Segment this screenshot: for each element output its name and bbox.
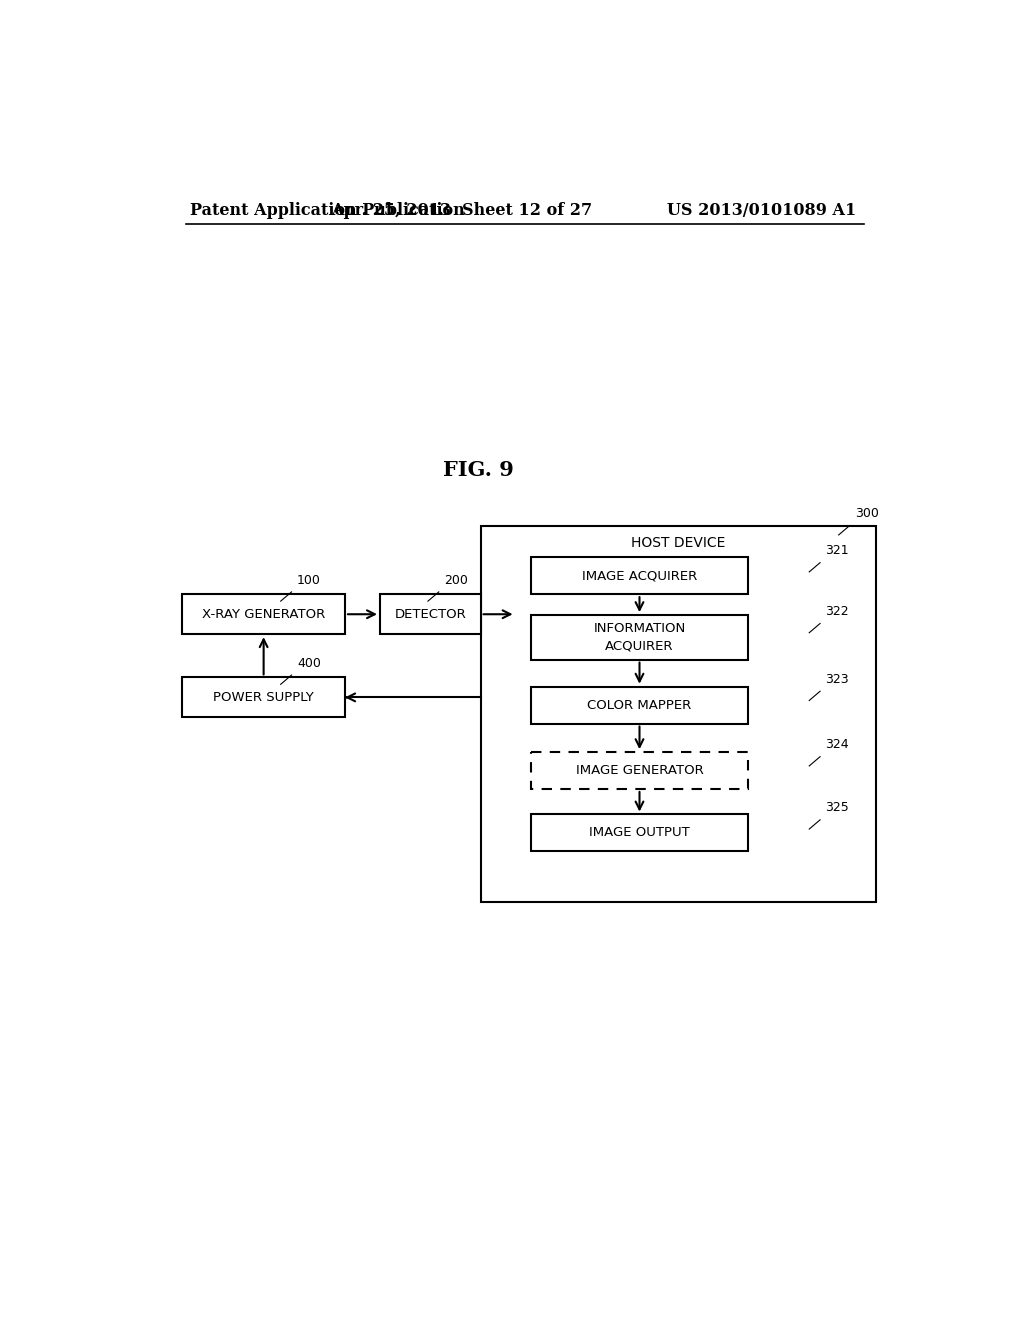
Text: DETECTOR: DETECTOR bbox=[394, 607, 466, 620]
Text: 300: 300 bbox=[855, 507, 879, 520]
Bar bbox=[531, 615, 748, 660]
Text: IMAGE GENERATOR: IMAGE GENERATOR bbox=[575, 764, 703, 777]
Text: IMAGE OUTPUT: IMAGE OUTPUT bbox=[589, 826, 690, 840]
Bar bbox=[531, 686, 748, 723]
Text: POWER SUPPLY: POWER SUPPLY bbox=[213, 690, 314, 704]
Bar bbox=[480, 527, 876, 903]
Text: 324: 324 bbox=[825, 738, 849, 751]
Text: 323: 323 bbox=[825, 673, 849, 686]
Text: US 2013/0101089 A1: US 2013/0101089 A1 bbox=[668, 202, 856, 219]
Text: 100: 100 bbox=[297, 573, 321, 586]
Bar bbox=[182, 677, 345, 718]
Text: HOST DEVICE: HOST DEVICE bbox=[631, 536, 725, 550]
Bar bbox=[182, 594, 345, 635]
Text: 400: 400 bbox=[297, 656, 321, 669]
Text: X-RAY GENERATOR: X-RAY GENERATOR bbox=[202, 607, 326, 620]
Text: 321: 321 bbox=[825, 544, 849, 557]
Bar bbox=[531, 557, 748, 594]
Text: 325: 325 bbox=[825, 801, 849, 814]
Text: FIG. 9: FIG. 9 bbox=[442, 461, 514, 480]
Text: Apr. 25, 2013  Sheet 12 of 27: Apr. 25, 2013 Sheet 12 of 27 bbox=[331, 202, 592, 219]
Bar bbox=[531, 752, 748, 789]
Text: INFORMATION
ACQUIRER: INFORMATION ACQUIRER bbox=[593, 622, 686, 653]
Text: Patent Application Publication: Patent Application Publication bbox=[190, 202, 465, 219]
Text: 322: 322 bbox=[825, 605, 849, 618]
Bar bbox=[531, 814, 748, 851]
Text: COLOR MAPPER: COLOR MAPPER bbox=[588, 698, 691, 711]
Text: 200: 200 bbox=[444, 573, 468, 586]
Text: IMAGE ACQUIRER: IMAGE ACQUIRER bbox=[582, 569, 697, 582]
Bar bbox=[380, 594, 480, 635]
